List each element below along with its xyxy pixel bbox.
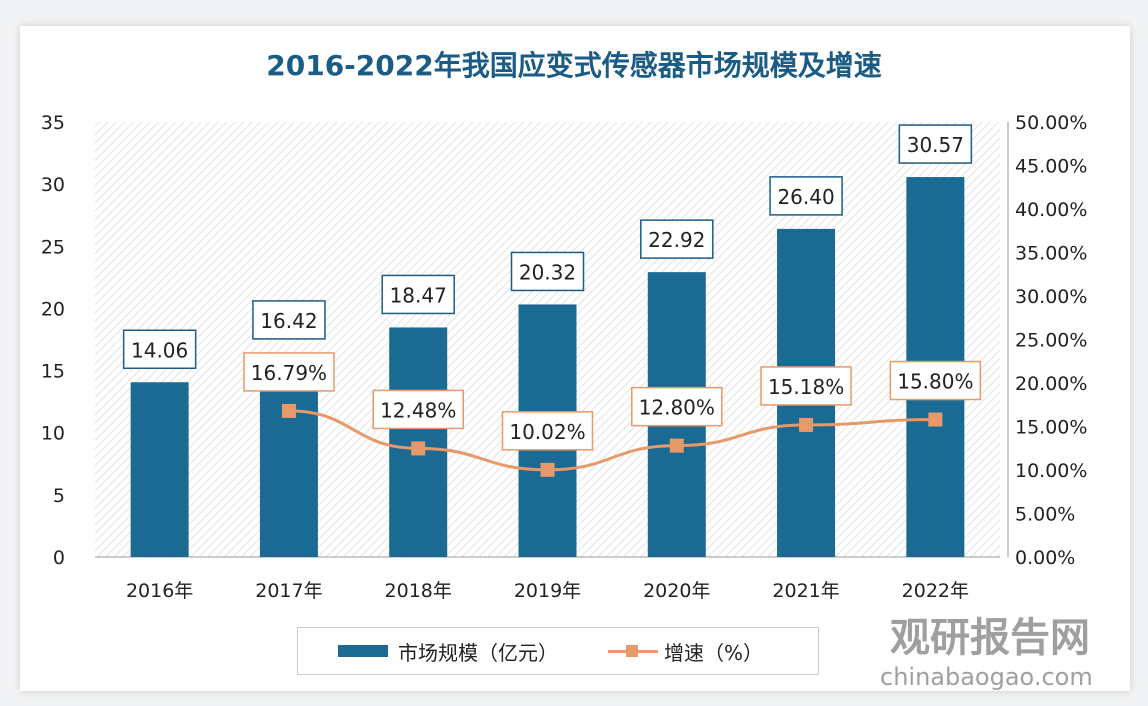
growth-marker — [799, 417, 814, 432]
bar — [130, 382, 189, 557]
bar-data-label: 14.06 — [131, 338, 188, 362]
left-tick-label: 35 — [41, 112, 65, 134]
bar-label-box — [640, 219, 714, 259]
left-tick-label: 30 — [41, 174, 65, 196]
category-label: 2020年 — [643, 580, 710, 602]
left-tick-label: 25 — [41, 236, 65, 258]
left-tick-label: 10 — [41, 423, 65, 445]
bar-label-box — [252, 300, 326, 340]
bar-label-box — [381, 274, 455, 315]
chart-title: 2016-2022年我国应变式传感器市场规模及增速 — [266, 49, 882, 82]
right-tick-label: 45.00% — [1015, 156, 1087, 178]
legend-bar-label: 市场规模（亿元） — [398, 640, 558, 665]
legend-line-label: 增速（%） — [664, 640, 764, 665]
bar-label-box — [510, 251, 585, 292]
bar-label-box — [898, 124, 973, 164]
line-data-label: 16.79% — [251, 361, 327, 385]
bar-data-label: 18.47 — [390, 283, 447, 307]
legend: 市场规模（亿元） 增速（%） — [297, 627, 819, 675]
growth-marker — [928, 412, 943, 427]
category-label: 2016年 — [126, 580, 193, 602]
right-tick-label: 30.00% — [1015, 286, 1087, 308]
line-data-label: 15.18% — [768, 375, 844, 399]
legend-line-swatch — [608, 644, 658, 657]
left-tick-label: 20 — [41, 298, 65, 320]
growth-marker — [281, 403, 296, 418]
bar-data-label: 22.92 — [648, 228, 705, 252]
category-label: 2022年 — [902, 580, 969, 602]
right-tick-label: 35.00% — [1015, 243, 1087, 265]
line-label-box — [243, 352, 335, 392]
category-label: 2019年 — [514, 580, 581, 602]
bar-data-label: 30.57 — [907, 133, 964, 157]
line-label-box — [372, 389, 464, 430]
right-tick-label: 15.00% — [1015, 417, 1087, 439]
legend-bar-swatch — [338, 645, 388, 657]
right-tick-label: 5.00% — [1015, 504, 1075, 526]
bar-data-label: 16.42 — [260, 309, 317, 333]
line-data-label: 15.80% — [897, 370, 973, 394]
line-data-label: 10.02% — [509, 420, 585, 444]
bar-label-box — [122, 329, 197, 370]
bar-label-box — [769, 176, 843, 216]
line-label-box — [760, 366, 852, 406]
right-tick-label: 20.00% — [1015, 373, 1087, 395]
line-data-label: 12.48% — [380, 398, 456, 422]
category-label: 2017年 — [255, 580, 322, 602]
right-tick-label: 0.00% — [1015, 547, 1075, 569]
left-tick-label: 15 — [41, 361, 65, 383]
watermark: 观研报告网 chinabaogao.com — [880, 605, 1093, 691]
growth-line — [288, 409, 936, 472]
left-tick-label: 5 — [53, 485, 65, 507]
left-tick-label: 0 — [53, 547, 65, 569]
line-label-box — [631, 386, 723, 427]
right-tick-label: 40.00% — [1015, 199, 1087, 221]
growth-marker — [669, 438, 684, 453]
right-tick-label: 50.00% — [1015, 112, 1087, 134]
line-label-box — [889, 360, 982, 401]
bar-data-label: 20.32 — [519, 260, 576, 284]
right-tick-label: 10.00% — [1015, 460, 1087, 482]
watermark-en: chinabaogao.com — [880, 663, 1093, 691]
category-label: 2018年 — [385, 580, 452, 602]
bar-data-label: 26.40 — [777, 185, 834, 209]
growth-marker — [540, 462, 555, 477]
category-label: 2021年 — [772, 580, 839, 602]
line-label-box — [501, 411, 594, 451]
growth-marker — [411, 441, 426, 456]
watermark-cn: 观研报告网 — [890, 615, 1090, 661]
right-tick-label: 25.00% — [1015, 330, 1087, 352]
line-data-label: 12.80% — [639, 396, 715, 420]
